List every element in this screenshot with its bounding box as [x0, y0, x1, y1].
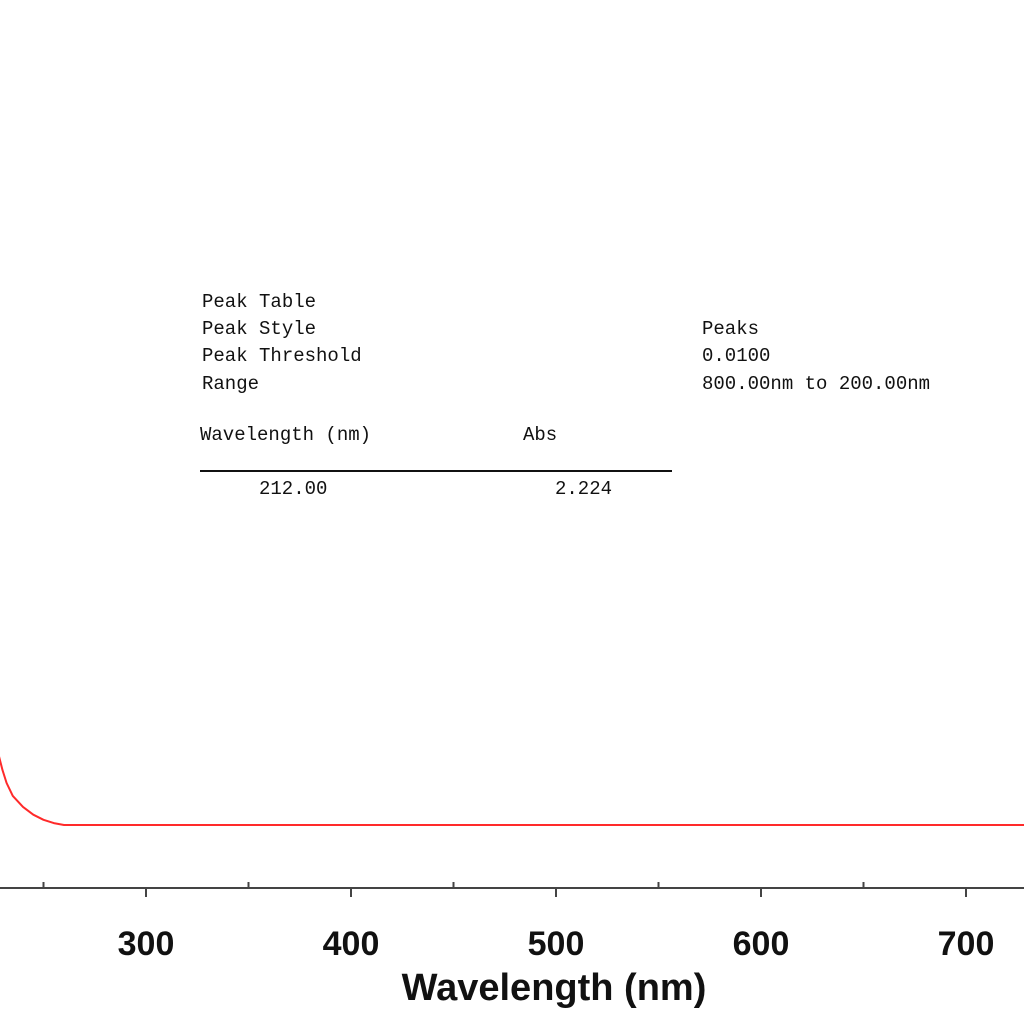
peak-style-label: Peak Style: [202, 318, 317, 340]
peak-table-title: Peak Table: [202, 291, 317, 313]
x-axis-ticks: [42, 882, 967, 897]
x-axis-tick-labels: 300 400 500 600 700: [118, 925, 995, 963]
range-value: 800.00nm to 200.00nm: [702, 373, 931, 395]
col-header-abs: Abs: [523, 424, 558, 446]
x-tick-label-700: 700: [938, 925, 995, 963]
peak-table-rule: [200, 470, 672, 472]
x-axis-title: Wavelength (nm): [402, 967, 707, 1009]
col-header-wavelength: Wavelength (nm): [200, 424, 372, 446]
peak-threshold-value: 0.0100: [702, 345, 771, 367]
series-layer: [0, 756, 1024, 826]
peak-style-value: Peaks: [702, 318, 760, 340]
x-tick-label-400: 400: [323, 925, 380, 963]
x-tick-label-300: 300: [118, 925, 175, 963]
peak-abs-value: 2.224: [555, 478, 613, 500]
x-tick-label-600: 600: [733, 925, 790, 963]
series-line-0: [0, 756, 1024, 826]
peak-threshold-label: Peak Threshold: [202, 345, 362, 367]
peak-wavelength-value: 212.00: [259, 478, 328, 500]
range-label: Range: [202, 373, 260, 395]
x-tick-label-500: 500: [528, 925, 585, 963]
